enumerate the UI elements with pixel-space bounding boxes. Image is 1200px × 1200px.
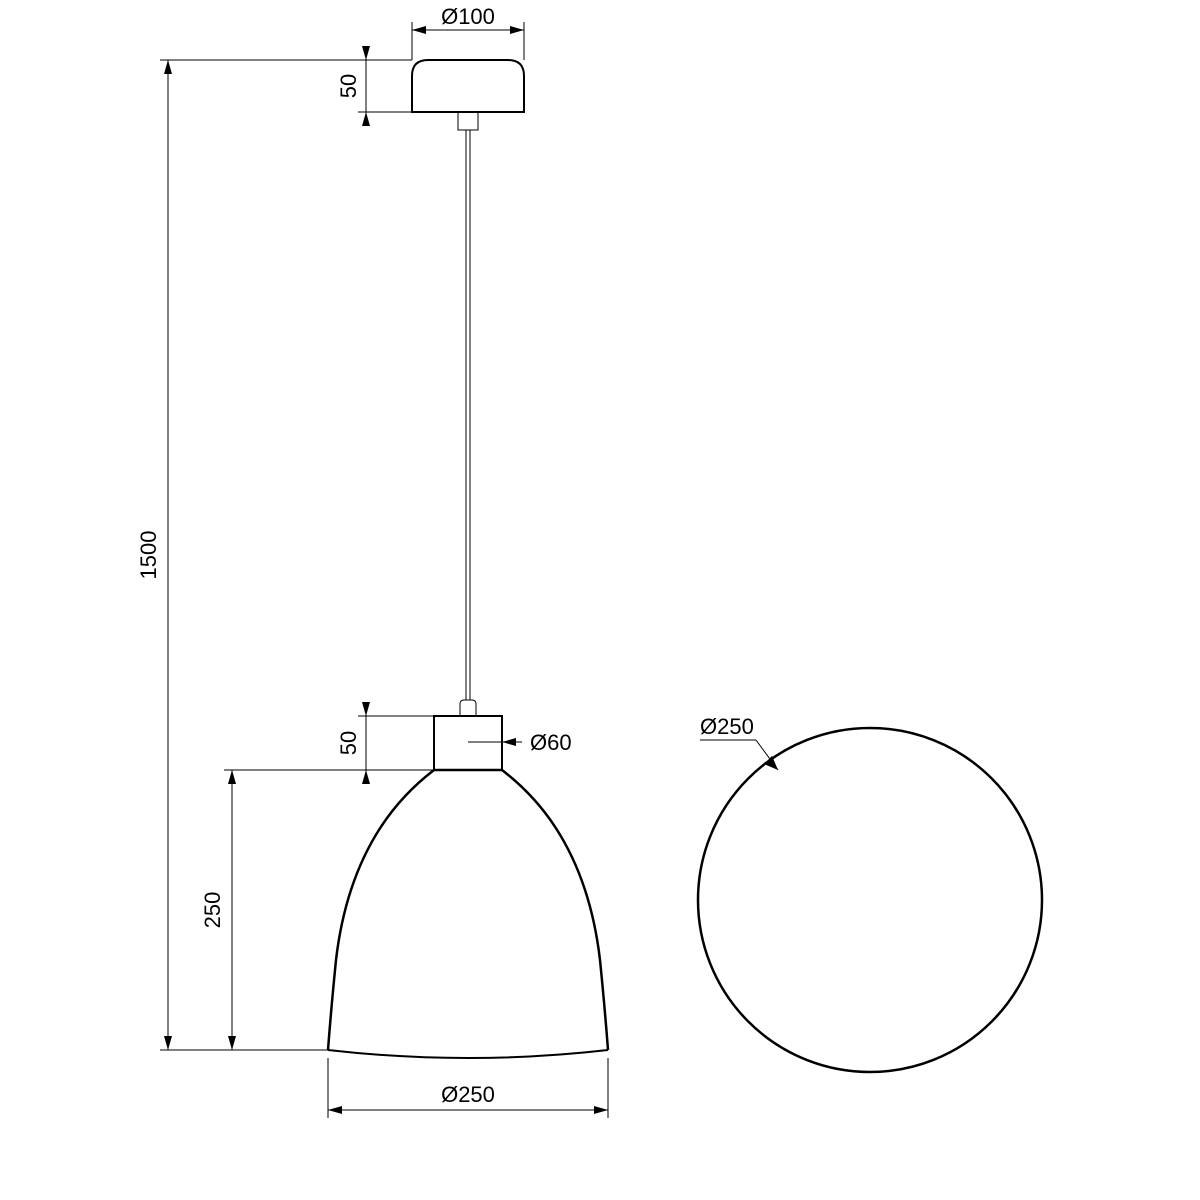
dim-socket-diameter-label: Ø60 bbox=[530, 730, 572, 755]
socket-body bbox=[434, 716, 502, 770]
canopy bbox=[412, 60, 524, 112]
dim-socket-height-label: 50 bbox=[336, 731, 361, 755]
socket-nipple bbox=[460, 700, 476, 716]
dim-socket-diameter: Ø60 bbox=[468, 730, 572, 755]
dim-total-height-label: 1500 bbox=[136, 531, 161, 580]
dim-shade-diameter: Ø250 bbox=[328, 1058, 608, 1118]
dim-shade-height: 250 bbox=[200, 770, 434, 1050]
dim-plan-diameter-label: Ø250 bbox=[700, 714, 754, 739]
dim-socket-height: 50 bbox=[336, 702, 434, 784]
dim-canopy-diameter-label: Ø100 bbox=[441, 4, 495, 29]
dim-shade-height-label: 250 bbox=[200, 892, 225, 929]
strain-relief bbox=[458, 112, 478, 130]
plan-view-circle bbox=[698, 728, 1042, 1072]
dim-canopy-height: 50 bbox=[336, 46, 412, 126]
dim-canopy-height-label: 50 bbox=[336, 74, 361, 98]
dim-total-height: 1500 bbox=[136, 60, 412, 1050]
dim-shade-diameter-label: Ø250 bbox=[441, 1082, 495, 1107]
shade bbox=[328, 770, 608, 1058]
cord bbox=[466, 130, 470, 700]
dim-canopy-diameter: Ø100 bbox=[412, 4, 524, 60]
technical-drawing: Ø100 50 1500 50 Ø60 bbox=[0, 0, 1200, 1200]
